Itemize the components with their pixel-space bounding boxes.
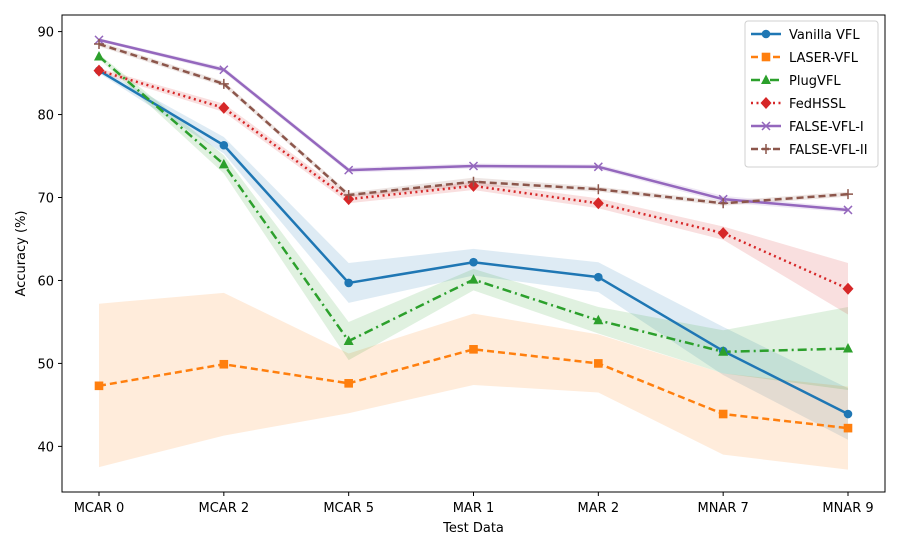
data-point-marker (843, 342, 853, 353)
data-point-marker (94, 381, 104, 391)
data-point-marker (593, 162, 603, 172)
data-point-marker (94, 50, 104, 61)
data-point-marker (219, 140, 229, 150)
data-point-marker (843, 409, 853, 419)
data-point-marker (343, 190, 354, 201)
data-point-marker (344, 379, 353, 388)
data-point-marker (843, 189, 853, 200)
legend-label: PlugVFL (789, 74, 841, 89)
data-point-marker (218, 158, 229, 169)
x-axis-ticks: MCAR 0 MCAR 2 MCAR 5 MAR 1 MAR 2 MNAR 7 MNAR 9 (74, 492, 874, 516)
data-point-marker (344, 165, 354, 175)
data-point-marker (761, 29, 771, 39)
data-point-marker (219, 65, 229, 75)
data-point-marker (761, 144, 771, 154)
y-tick-label: 50 (37, 357, 54, 372)
data-point-marker (343, 335, 354, 346)
data-point-marker (344, 278, 353, 288)
legend: Vanilla VFL LASER-VFL PlugVFL FedHSSL FALSE-… (744, 20, 879, 168)
data-point-marker (843, 423, 853, 433)
data-point-marker (843, 205, 853, 215)
data-point-marker (761, 52, 771, 62)
data-point-marker (468, 176, 479, 187)
confidence-band (99, 68, 848, 440)
data-point-marker (94, 39, 104, 50)
x-tick-label: MCAR 0 (74, 501, 125, 516)
y-tick-label: 90 (37, 26, 54, 41)
data-point-marker (468, 161, 479, 171)
data-point-marker (842, 282, 854, 295)
legend-label: FALSE-VFL-I (789, 120, 864, 135)
y-axis-ticks: 40 50 60 70 80 90 (37, 26, 62, 455)
data-point-marker (218, 101, 230, 114)
y-tick-label: 60 (37, 274, 54, 289)
y-tick-label: 40 (37, 440, 54, 455)
x-tick-label: MNAR 7 (698, 501, 749, 516)
data-point-marker (717, 227, 729, 240)
data-point-marker (592, 197, 604, 210)
y-axis-label: Accuracy (%) (14, 211, 29, 297)
data-point-marker (594, 272, 603, 282)
legend-label: FALSE-VFL-II (789, 143, 868, 158)
confidence-band (99, 292, 848, 470)
x-tick-label: MAR 1 (453, 501, 495, 516)
data-point-marker (718, 409, 728, 419)
x-tick-label: MCAR 2 (199, 501, 250, 516)
confidence-band (99, 53, 848, 390)
y-tick-label: 70 (37, 192, 54, 207)
data-point-marker (593, 314, 604, 325)
data-point-marker (760, 97, 772, 109)
data-point-marker (593, 184, 604, 195)
data-point-marker (469, 345, 478, 354)
data-point-marker (761, 74, 771, 84)
data-point-marker (468, 274, 479, 284)
data-point-marker (469, 257, 478, 267)
data-point-marker (93, 64, 105, 77)
x-axis-label: Test Data (442, 521, 504, 536)
data-point-marker (718, 198, 729, 209)
data-point-marker (718, 346, 729, 356)
x-tick-label: MNAR 9 (822, 501, 873, 516)
legend-label: LASER-VFL (789, 51, 859, 66)
y-tick-label: 80 (37, 109, 54, 124)
data-point-marker (761, 121, 771, 131)
legend-label: FedHSSL (789, 97, 846, 112)
data-point-marker (218, 78, 229, 89)
data-point-marker (594, 359, 603, 368)
series-markers (93, 35, 854, 433)
x-tick-label: MCAR 5 (323, 501, 374, 516)
data-point-marker (219, 359, 229, 369)
x-tick-label: MAR 2 (578, 501, 620, 516)
legend-label: Vanilla VFL (789, 28, 860, 43)
